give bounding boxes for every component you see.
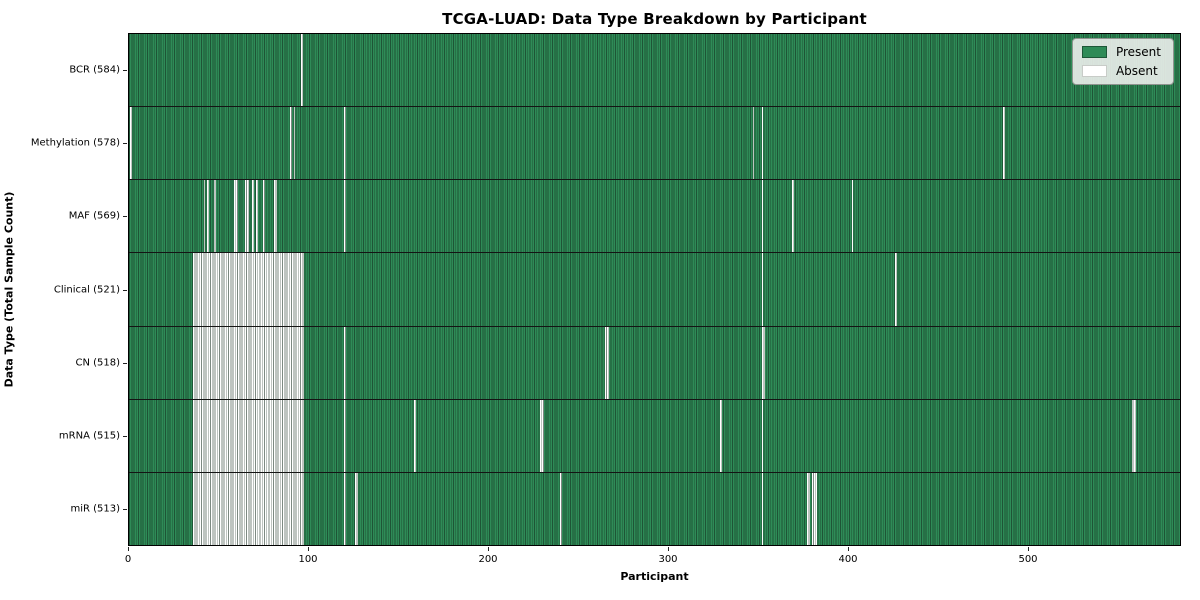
absent-cell [1132,399,1136,473]
absent-cell [344,472,346,546]
absent-cell [273,179,278,253]
absent-cell [812,472,818,546]
absent-cell [192,252,305,327]
row-label-BCR: BCR (584) [69,64,120,76]
absent-cell [344,399,346,473]
y-tick [123,69,127,71]
absent-cell [414,399,416,473]
x-tick [668,547,669,551]
absent-cell [203,179,206,253]
x-tick-label: 400 [838,554,858,565]
absent-cell [761,106,764,180]
y-tick [123,436,127,438]
absent-cell [245,179,249,253]
legend-item-present: Present [1081,45,1161,59]
x-tick [308,547,309,551]
x-tick [128,547,129,551]
absent-cell [720,399,722,473]
legend: Present Absent [1071,38,1174,85]
chart-title: TCGA-LUAD: Data Type Breakdown by Partic… [442,10,867,28]
y-tick [123,509,127,511]
absent-cell [344,106,346,180]
absent-cell [806,472,811,546]
row-separator [128,179,1181,181]
absent-cell [752,106,755,180]
y-tick [123,216,127,218]
x-tick-label: 100 [298,554,318,565]
absent-cell [255,179,258,253]
absent-cell [851,179,854,253]
absent-cell [560,472,562,546]
present-swatch-icon [1081,46,1107,58]
absent-cell [293,106,296,180]
row-label-Methylation: Methylation (578) [30,137,120,149]
absent-cell [192,472,305,546]
absent-cell [300,33,303,107]
legend-label-present: Present [1115,45,1161,59]
row-label-CN: CN (518) [75,357,120,369]
x-axis-label: Participant [620,570,689,583]
x-tick-label: 0 [124,554,132,565]
y-tick [123,289,127,291]
absent-cell [290,106,292,180]
absent-swatch-icon [1081,65,1107,77]
absent-cell [761,326,766,400]
row-separator [128,105,1181,107]
absent-cell [263,179,265,253]
absent-cell [792,179,794,253]
row-label-miR: miR (513) [70,503,120,515]
absent-cell [252,179,254,253]
absent-cell [761,179,764,253]
absent-cell [192,326,305,400]
row-label-MAF: MAF (569) [68,210,120,222]
x-tick [1028,547,1029,551]
absent-cell [761,252,764,327]
absent-cell [234,179,238,253]
absent-cell [761,472,764,546]
x-tick [488,547,489,551]
x-tick-label: 200 [478,554,498,565]
absent-cell [354,472,359,546]
y-tick [123,362,127,364]
row-label-Clinical: Clinical (521) [53,284,120,295]
absent-cell [129,106,132,180]
x-tick [848,547,849,551]
absent-cell [761,399,764,473]
absent-cell [344,326,346,400]
x-tick-label: 300 [658,554,678,565]
legend-item-absent: Absent [1081,64,1161,78]
x-tick-label: 500 [1018,554,1038,565]
absent-cell [894,252,897,327]
legend-label-absent: Absent [1115,64,1158,78]
y-tick [123,142,127,144]
absent-cell [1002,106,1005,180]
absent-cell [214,179,217,253]
absent-cell [207,179,209,253]
plot-area: Present Absent [128,33,1181,546]
absent-cell [344,179,346,253]
absent-cell [605,326,609,400]
row-label-mRNA: mRNA (515) [58,430,120,442]
absent-cell [540,399,544,473]
absent-cell [192,399,305,473]
